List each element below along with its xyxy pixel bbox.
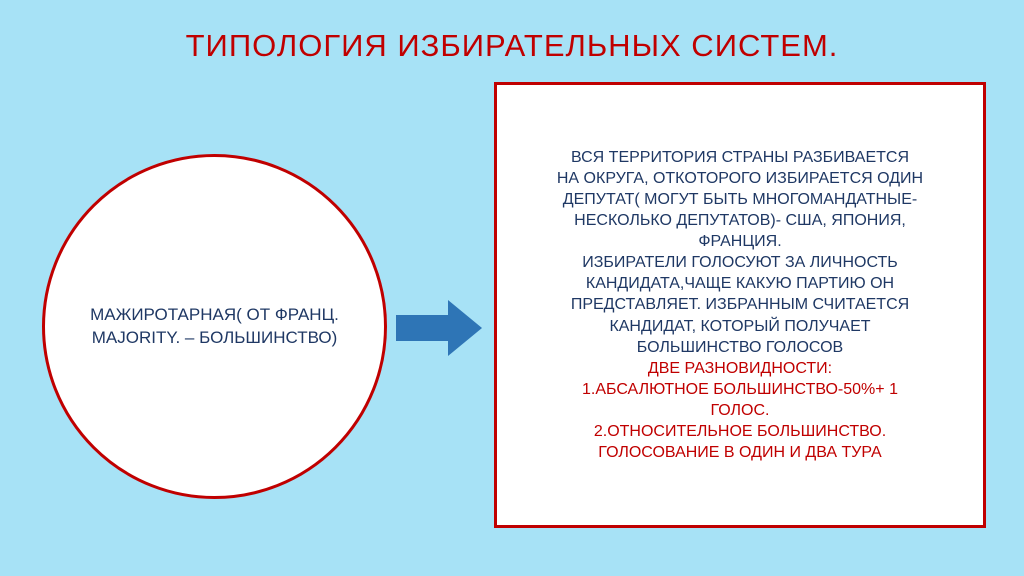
textbox-line: ДЕПУТАТ( МОГУТ БЫТЬ МНОГОМАНДАТНЫЕ- bbox=[563, 189, 917, 210]
textbox-line: НЕСКОЛЬКО ДЕПУТАТОВ)- США, ЯПОНИЯ, bbox=[574, 210, 906, 231]
textbox-line: ВСЯ ТЕРРИТОРИЯ СТРАНЫ РАЗБИВАЕТСЯ bbox=[571, 147, 909, 168]
slide: ТИПОЛОГИЯ ИЗБИРАТЕЛЬНЫХ СИСТЕМ. МАЖИРОТА… bbox=[0, 0, 1024, 576]
description-textbox: ВСЯ ТЕРРИТОРИЯ СТРАНЫ РАЗБИВАЕТСЯНА ОКРУ… bbox=[494, 82, 986, 528]
textbox-line: БОЛЬШИНСТВО ГОЛОСОВ bbox=[637, 337, 843, 358]
textbox-line: ФРАНЦИЯ. bbox=[698, 231, 781, 252]
textbox-line: ГОЛОСОВАНИЕ В ОДИН И ДВА ТУРА bbox=[598, 442, 881, 463]
textbox-line: 2.ОТНОСИТЕЛЬНОЕ БОЛЬШИНСТВО. bbox=[594, 421, 886, 442]
textbox-line: КАНДИДАТА,ЧАЩЕ КАКУЮ ПАРТИЮ ОН bbox=[586, 273, 894, 294]
arrow-icon bbox=[396, 300, 482, 356]
ellipse-text: МАЖИРОТАРНАЯ( ОТ ФРАНЦ. MAJORITY. – БОЛЬ… bbox=[65, 304, 364, 350]
textbox-line: КАНДИДАТ, КОТОРЫЙ ПОЛУЧАЕТ bbox=[609, 316, 870, 337]
textbox-line: НА ОКРУГА, ОТКОТОРОГО ИЗБИРАЕТСЯ ОДИН bbox=[557, 168, 923, 189]
textbox-line: ДВЕ РАЗНОВИДНОСТИ: bbox=[648, 358, 832, 379]
textbox-line: 1.АБСАЛЮТНОЕ БОЛЬШИНСТВО-50%+ 1 bbox=[582, 379, 898, 400]
arrow-head bbox=[448, 300, 482, 356]
arrow-shaft bbox=[396, 315, 448, 341]
textbox-line: ИЗБИРАТЕЛИ ГОЛОСУЮТ ЗА ЛИЧНОСТЬ bbox=[582, 252, 897, 273]
slide-title: ТИПОЛОГИЯ ИЗБИРАТЕЛЬНЫХ СИСТЕМ. bbox=[0, 28, 1024, 64]
ellipse-majority: МАЖИРОТАРНАЯ( ОТ ФРАНЦ. MAJORITY. – БОЛЬ… bbox=[42, 154, 387, 499]
textbox-line: ПРЕДСТАВЛЯЕТ. ИЗБРАННЫМ СЧИТАЕТСЯ bbox=[571, 294, 909, 315]
textbox-line: ГОЛОС. bbox=[711, 400, 770, 421]
